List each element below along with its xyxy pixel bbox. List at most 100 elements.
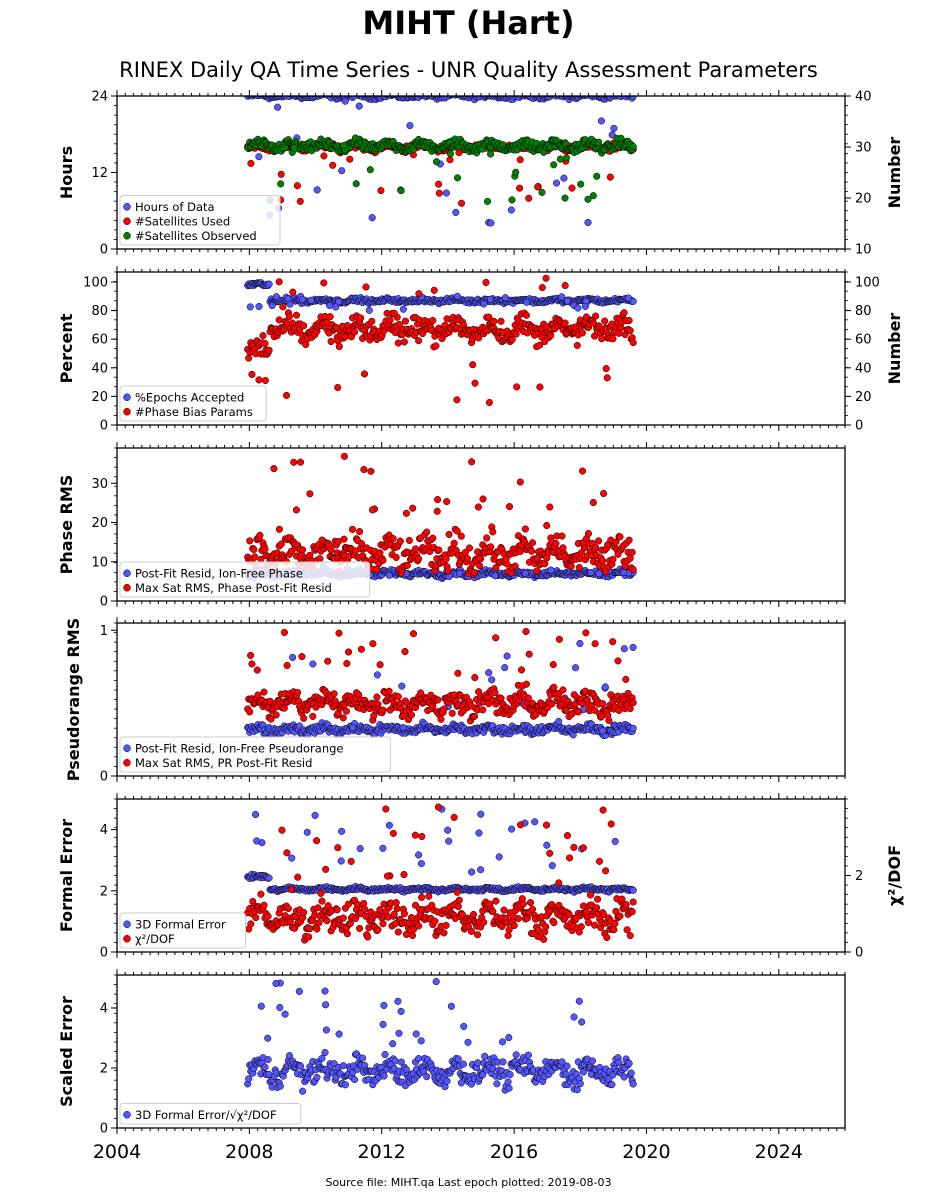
data-point [492, 634, 500, 642]
data-point [309, 660, 317, 668]
data-point [464, 1038, 472, 1046]
y-tick-label: 20 [91, 516, 108, 531]
legend-marker [123, 232, 131, 240]
data-point [575, 997, 583, 1005]
data-point [339, 914, 347, 922]
y2-tick-label: 30 [855, 141, 872, 156]
data-point [323, 917, 331, 925]
data-point [475, 829, 483, 837]
data-point [629, 1080, 637, 1088]
y-tick-label: 4 [100, 823, 108, 838]
data-point [503, 560, 511, 568]
data-point [598, 335, 606, 343]
data-point [280, 628, 288, 637]
data-point [611, 837, 619, 845]
data-point [251, 553, 259, 561]
data-point [603, 374, 611, 382]
data-point [417, 1037, 425, 1045]
data-point [540, 935, 548, 943]
data-point [246, 537, 254, 545]
data-point [626, 705, 634, 713]
data-point [561, 194, 569, 202]
data-point [599, 806, 607, 814]
y-tick-label: 12 [91, 166, 108, 181]
data-point [321, 987, 329, 995]
data-point [313, 1073, 321, 1081]
data-point [457, 199, 466, 207]
data-point [519, 900, 527, 908]
y2-tick-label: 10 [855, 243, 872, 258]
data-point [546, 849, 554, 857]
data-point [442, 189, 450, 197]
data-point [395, 320, 403, 328]
y-tick-label: 0 [100, 770, 108, 785]
legend-label: Max Sat RMS, PR Post-Fit Resid [135, 756, 312, 770]
data-point [506, 1071, 514, 1079]
data-point [508, 825, 516, 833]
data-point [350, 1076, 359, 1084]
data-point [489, 1065, 497, 1073]
data-point [297, 1062, 305, 1070]
data-point [584, 530, 593, 538]
data-point [476, 562, 484, 570]
data-point [505, 1034, 513, 1042]
data-point [629, 643, 637, 651]
data-point [313, 837, 321, 845]
data-point [543, 841, 551, 849]
data-point [485, 669, 493, 677]
legend-box [119, 385, 267, 422]
data-point [415, 922, 423, 930]
data-point [453, 527, 461, 535]
data-point [588, 1057, 597, 1065]
data-point [382, 805, 390, 813]
y-tick-label: 20 [91, 390, 108, 405]
data-point [300, 908, 308, 917]
data-point [624, 294, 633, 302]
data-point [524, 694, 532, 702]
data-point [356, 924, 364, 932]
data-point [599, 700, 607, 708]
data-point [335, 1030, 343, 1038]
data-point [434, 696, 442, 704]
data-point [317, 889, 325, 897]
y2-tick-label: 20 [855, 390, 872, 405]
data-points [244, 978, 637, 1095]
data-point [614, 657, 622, 665]
legend-label: Post-Fit Resid, Ion-Free Pseudorange [135, 741, 343, 755]
data-point [402, 509, 410, 517]
data-point [587, 568, 595, 577]
data-point [512, 1051, 520, 1059]
legend-marker [123, 584, 131, 592]
data-point [418, 832, 426, 841]
data-point [362, 283, 370, 291]
data-point [570, 1013, 578, 1021]
data-point [248, 370, 256, 378]
y-tick-label: 0 [100, 595, 108, 610]
data-point [524, 1051, 532, 1059]
data-point [505, 1084, 513, 1092]
legend-label: Max Sat RMS, Phase Post-Fit Resid [135, 581, 332, 595]
data-point [535, 926, 543, 934]
data-point [599, 557, 607, 565]
data-point [471, 674, 479, 682]
data-point [481, 1052, 489, 1060]
data-point [366, 166, 374, 174]
data-point [620, 568, 628, 576]
data-point [257, 1002, 265, 1010]
data-point [389, 535, 397, 543]
data-point [629, 339, 637, 347]
data-point [256, 531, 264, 539]
data-point [341, 97, 349, 105]
data-point [368, 317, 376, 325]
data-point [294, 873, 302, 881]
series-red [244, 274, 637, 407]
data-point [349, 724, 357, 732]
data-point [497, 694, 505, 702]
data-point [324, 657, 332, 665]
data-point [298, 653, 306, 661]
data-point [584, 919, 593, 927]
series-red [244, 452, 637, 578]
data-point [595, 537, 603, 545]
data-point [465, 544, 474, 552]
y2-tick-label: 40 [855, 90, 872, 105]
